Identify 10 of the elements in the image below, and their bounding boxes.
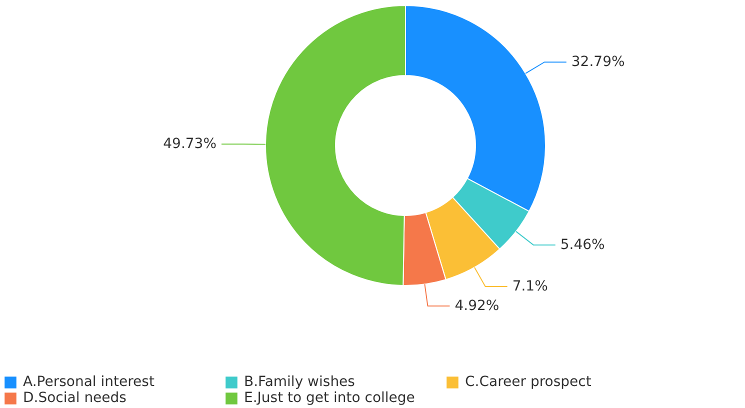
data-label: 32.79%	[571, 54, 625, 70]
legend-label: D.Social needs	[23, 390, 128, 406]
legend-label: C.Career prospect	[465, 374, 592, 390]
data-label: 4.92%	[454, 298, 500, 314]
legend-label: B.Family wishes	[244, 374, 356, 390]
legend-label: E.Just to get into college	[244, 390, 416, 406]
data-label: 5.46%	[560, 236, 605, 253]
data-label: 7.1%	[512, 278, 548, 294]
legend-label: A.Personal interest	[23, 374, 156, 390]
data-label: 49.73%	[163, 136, 217, 152]
